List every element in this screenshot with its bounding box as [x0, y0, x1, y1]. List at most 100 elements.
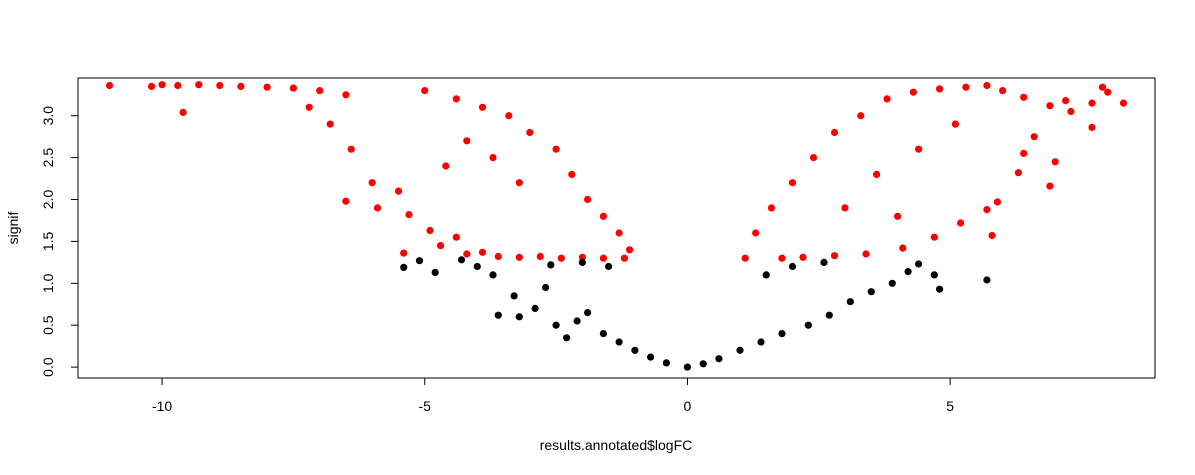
data-point — [599, 330, 608, 338]
data-point — [515, 313, 523, 321]
points-layer — [105, 81, 1128, 371]
data-point — [862, 250, 870, 258]
data-point — [915, 145, 923, 153]
data-point — [804, 321, 812, 329]
data-point — [305, 103, 313, 111]
data-point — [415, 257, 424, 265]
data-point — [179, 108, 187, 116]
y-axis: 0.0 0.5 1.0 1.5 2.0 2.5 3.0 — [40, 106, 79, 377]
data-point — [578, 258, 587, 266]
data-point — [158, 81, 166, 89]
data-point — [930, 271, 938, 279]
data-point — [405, 211, 413, 219]
data-point — [584, 309, 592, 317]
data-point — [1088, 123, 1096, 131]
data-point — [452, 233, 460, 241]
data-point — [547, 261, 555, 269]
data-point — [762, 271, 770, 279]
data-point — [526, 128, 534, 137]
y-tick-label: 2.0 — [40, 190, 56, 210]
data-point — [463, 137, 471, 145]
data-point — [620, 254, 629, 262]
data-point — [936, 285, 944, 293]
data-point — [767, 204, 776, 212]
data-point — [342, 197, 350, 205]
data-point — [983, 206, 991, 214]
data-point — [1046, 182, 1054, 190]
y-tick-label: 0.0 — [40, 357, 56, 377]
data-point — [788, 179, 797, 187]
data-point — [478, 248, 487, 256]
data-point — [216, 81, 224, 90]
data-point — [552, 321, 560, 329]
data-point — [626, 246, 634, 254]
data-point — [400, 263, 408, 271]
data-point — [552, 145, 560, 153]
data-point — [326, 120, 334, 128]
data-point — [347, 145, 355, 153]
data-point — [584, 195, 592, 204]
data-point — [699, 360, 707, 368]
data-point — [825, 311, 833, 319]
y-axis-title: signif — [5, 212, 21, 245]
data-point — [647, 353, 655, 361]
data-point — [615, 229, 623, 237]
data-point — [174, 81, 182, 90]
data-point — [489, 271, 497, 279]
data-point — [542, 283, 550, 292]
data-point — [662, 359, 671, 367]
data-point — [820, 258, 828, 266]
data-point — [1067, 107, 1075, 116]
data-point — [531, 304, 539, 312]
data-point — [962, 83, 970, 91]
data-point — [1051, 158, 1059, 166]
y-tick-label: 0.5 — [40, 315, 56, 335]
data-point — [394, 187, 403, 195]
data-point — [1062, 97, 1070, 105]
data-point — [599, 254, 608, 262]
data-point — [1119, 99, 1128, 107]
data-point — [599, 212, 608, 220]
data-point — [457, 256, 466, 264]
data-point — [951, 120, 960, 128]
data-point — [263, 83, 271, 91]
data-point — [631, 346, 639, 354]
data-point — [452, 95, 460, 103]
data-point — [999, 87, 1007, 95]
data-point — [563, 334, 571, 342]
data-point — [426, 226, 434, 235]
data-point — [741, 254, 749, 262]
data-point — [936, 85, 944, 93]
data-point — [442, 162, 450, 170]
data-point — [830, 128, 839, 137]
data-point — [736, 346, 744, 354]
data-point — [105, 81, 114, 90]
data-point — [846, 298, 854, 306]
data-point — [510, 292, 518, 300]
data-point — [683, 363, 692, 371]
data-point — [1046, 102, 1054, 110]
data-point — [867, 288, 875, 296]
data-point — [915, 260, 923, 268]
data-point — [505, 112, 513, 120]
data-point — [1098, 83, 1107, 91]
data-point — [993, 198, 1002, 206]
data-point — [473, 262, 481, 271]
data-point — [1104, 88, 1112, 96]
x-axis: -10 -5 0 5 — [152, 377, 954, 414]
data-point — [373, 204, 382, 212]
data-point — [830, 252, 839, 260]
data-point — [983, 81, 991, 90]
x-tick-label: 0 — [684, 398, 692, 414]
data-point — [930, 233, 938, 241]
data-point — [888, 279, 896, 287]
data-point — [904, 268, 912, 276]
data-point — [1020, 149, 1028, 157]
data-point — [237, 82, 245, 90]
data-point — [1030, 133, 1038, 141]
data-point — [578, 253, 587, 261]
data-point — [436, 242, 445, 250]
data-point — [841, 204, 849, 212]
data-point — [515, 179, 523, 187]
data-point — [909, 88, 917, 96]
